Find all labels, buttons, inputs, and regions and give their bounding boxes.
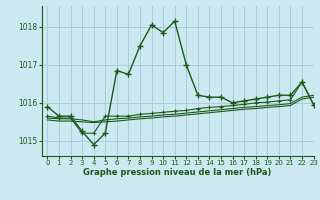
X-axis label: Graphe pression niveau de la mer (hPa): Graphe pression niveau de la mer (hPa) xyxy=(84,168,272,177)
